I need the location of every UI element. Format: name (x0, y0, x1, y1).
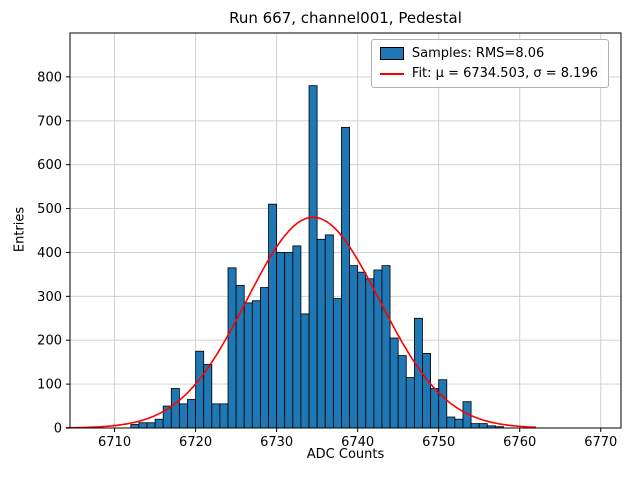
x-tick-label: 6740 (341, 435, 374, 450)
y-tick-label: 400 (37, 246, 62, 261)
y-tick-label: 700 (37, 114, 62, 129)
y-tick-label: 300 (37, 290, 62, 305)
x-tick-label: 6730 (260, 435, 293, 450)
y-tick-label: 600 (37, 158, 62, 173)
histogram-swatch (379, 47, 404, 60)
x-tick-label: 6720 (179, 435, 212, 450)
y-tick-label: 500 (37, 202, 62, 217)
legend-item-samples: Samples: RMS=8.06 (379, 46, 598, 61)
chart-title: Run 667, channel001, Pedestal (229, 9, 462, 27)
y-tick-label: 200 (37, 334, 62, 349)
x-tick-label: 6770 (584, 435, 617, 450)
legend-samples-label: Samples: RMS=8.06 (411, 46, 545, 61)
x-tick-label: 6710 (98, 435, 131, 450)
x-tick-label: 6750 (422, 435, 455, 450)
legend-fit-label: Fit: μ = 6734.503, σ = 8.196 (411, 66, 598, 81)
legend-item-fit: Fit: μ = 6734.503, σ = 8.196 (379, 66, 598, 81)
y-tick-label: 0 (54, 422, 62, 437)
legend: Samples: RMS=8.06 Fit: μ = 6734.503, σ =… (370, 39, 609, 88)
y-axis-label: Entries (12, 206, 28, 253)
x-tick-label: 6760 (503, 435, 536, 450)
y-tick-label: 800 (37, 70, 62, 85)
y-tick-label: 100 (37, 378, 62, 393)
fit-line-swatch (379, 72, 404, 75)
x-axis-label: ADC Counts (306, 447, 385, 462)
